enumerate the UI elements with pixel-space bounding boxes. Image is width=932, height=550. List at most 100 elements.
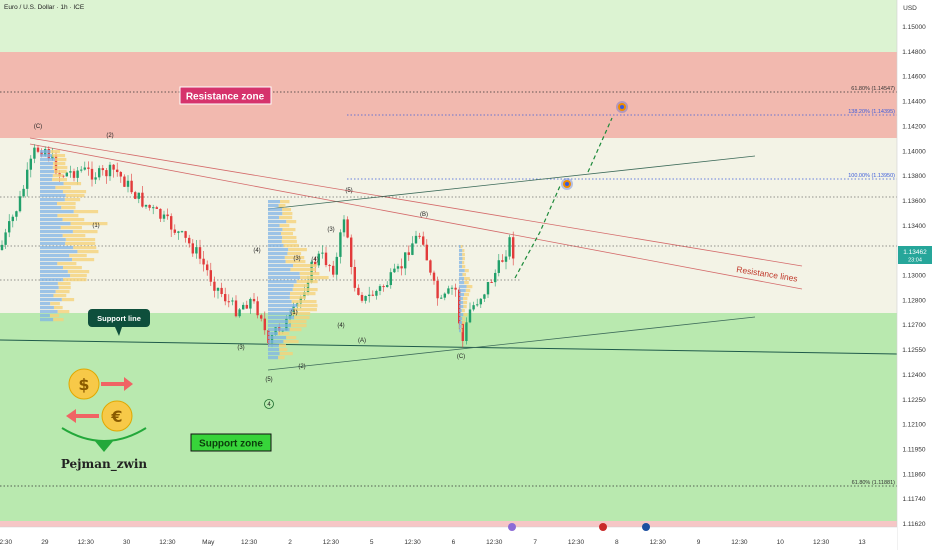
volume-profile-bar: [57, 282, 71, 286]
x-tick-label: 5: [370, 539, 374, 546]
candle-body: [0, 244, 4, 250]
candle-body: [490, 281, 493, 283]
y-tick-label: 1.11860: [902, 471, 925, 478]
y-tick-label: 1.14800: [902, 49, 926, 56]
x-tick-label: 9: [697, 539, 701, 546]
volume-profile-bar: [268, 252, 288, 256]
wave-label: (C): [457, 354, 465, 360]
us-flag-event-icon[interactable]: [599, 523, 607, 531]
volume-profile-bar: [40, 206, 62, 210]
candle-body: [209, 270, 212, 282]
volume-profile-bar: [459, 265, 462, 269]
volume-profile-bar: [288, 248, 307, 252]
volume-profile-bar: [62, 218, 85, 222]
event-icons[interactable]: [508, 523, 650, 531]
candle-body: [8, 221, 11, 233]
volume-profile-bar: [462, 317, 465, 321]
volume-profile-bar: [53, 162, 66, 166]
volume-profile-bar: [56, 202, 76, 206]
candle-body: [263, 318, 266, 331]
volume-profile-bar: [268, 248, 289, 252]
volume-profile-bar: [40, 178, 53, 182]
resistance-line-upper[interactable]: [29, 137, 803, 267]
volume-profile-bar: [286, 220, 297, 224]
volume-profile-bar: [461, 329, 463, 333]
volume-profile-bar: [40, 306, 54, 310]
y-tick-label: 1.15000: [902, 24, 926, 31]
volume-profile-bar: [291, 300, 317, 304]
wave-label: (3): [293, 256, 300, 262]
candle-body: [249, 298, 252, 309]
wave-label: (2): [298, 364, 305, 370]
support-line[interactable]: [0, 339, 898, 355]
candle-body: [256, 301, 259, 316]
triangle-bottom-line[interactable]: [267, 316, 756, 371]
volume-profile-bar: [459, 301, 464, 305]
volume-profile-bar: [285, 260, 306, 264]
eu-flag-event-icon[interactable]: [642, 523, 650, 531]
wave-circle: [264, 399, 274, 409]
wave-label: (5): [345, 188, 352, 194]
volume-profile-bar: [268, 220, 287, 224]
x-tick-label: 2: [288, 539, 292, 546]
volume-profile-bar: [73, 210, 99, 214]
volume-profile-bar: [268, 296, 290, 300]
volume-profile-bar: [293, 308, 317, 312]
volume-profile-bar: [40, 230, 73, 234]
x-tick-label: May: [202, 539, 215, 546]
volume-profile-bar: [63, 266, 82, 270]
volume-profile-bar: [268, 216, 280, 220]
volume-profile-bar: [462, 249, 465, 253]
wave-label: (3): [327, 227, 334, 233]
triangle-top-line[interactable]: [267, 155, 756, 210]
resistance-line-lower[interactable]: [29, 143, 803, 290]
volume-profile-bar: [268, 300, 292, 304]
candle-body: [472, 305, 475, 310]
candle-body: [364, 295, 367, 301]
volume-profile-bar: [40, 226, 61, 230]
candle-body: [386, 285, 389, 288]
candle-body: [429, 260, 432, 273]
volume-profile-bar: [459, 329, 462, 333]
wave-label: (C): [34, 124, 42, 130]
volume-profile-bar: [300, 276, 329, 280]
volume-profile-bar: [40, 222, 71, 226]
volume-profile-bar: [463, 301, 468, 305]
candle-body: [436, 280, 439, 299]
support-zone: [0, 313, 897, 527]
candle-body: [350, 237, 353, 267]
candle-body: [15, 211, 18, 217]
volume-profile-bar: [291, 312, 311, 316]
y-tick-label: 1.12400: [902, 372, 926, 379]
candle-body: [450, 287, 454, 289]
volume-profile-bar: [268, 312, 292, 316]
volume-profile-bar: [268, 256, 285, 260]
candle-body: [368, 294, 371, 296]
volume-profile-bar: [40, 298, 62, 302]
candle-body: [454, 287, 457, 290]
volume-profile-bar: [268, 236, 283, 240]
candle-body: [447, 288, 450, 294]
target-icon[interactable]: [616, 101, 628, 113]
candle-body: [166, 214, 169, 217]
author-name: Pejman_zwin: [61, 457, 148, 472]
volume-profile-bar: [268, 240, 282, 244]
volume-profile-bar: [294, 316, 310, 320]
lightning-event-icon[interactable]: [508, 523, 516, 531]
volume-profile-bar: [293, 264, 317, 268]
volume-profile-bar: [464, 281, 469, 285]
support-zone-text: Support zone: [199, 439, 263, 450]
volume-profile-bar: [50, 150, 61, 154]
volume-profile-bar: [280, 200, 290, 204]
volume-profile-bar: [268, 208, 283, 212]
target-icon[interactable]: [561, 178, 573, 190]
candle-body: [137, 192, 140, 199]
candle-body: [94, 177, 97, 180]
candle-body: [382, 286, 385, 288]
volume-profile-bar: [61, 206, 76, 210]
volume-profile-bar: [40, 270, 68, 274]
candle-body: [29, 158, 32, 170]
candle-body: [195, 247, 198, 254]
volume-profile-bar: [290, 268, 317, 272]
